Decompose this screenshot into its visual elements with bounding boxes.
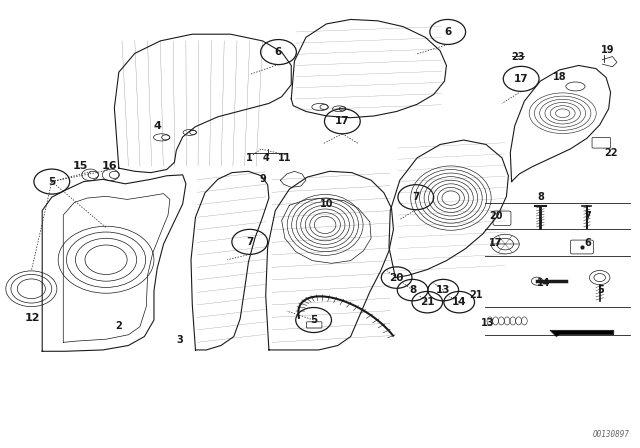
Text: 6: 6: [585, 238, 591, 248]
Text: 11: 11: [278, 153, 292, 163]
Text: 1: 1: [246, 153, 253, 163]
Text: O0130897: O0130897: [593, 430, 630, 439]
Text: 15: 15: [73, 161, 88, 171]
Text: 10: 10: [319, 199, 333, 209]
Text: 20: 20: [489, 211, 502, 221]
Text: 21: 21: [470, 290, 483, 301]
Text: 7: 7: [412, 192, 419, 202]
Text: 14: 14: [537, 278, 550, 288]
Text: 13: 13: [481, 318, 494, 328]
Text: 7: 7: [585, 211, 591, 221]
Text: 18: 18: [553, 72, 566, 82]
Text: 5: 5: [598, 285, 604, 295]
Text: 23: 23: [511, 52, 525, 61]
Text: 7: 7: [246, 237, 253, 247]
Text: 2: 2: [115, 321, 122, 331]
Text: 17: 17: [335, 116, 349, 126]
Text: 6: 6: [444, 27, 451, 37]
Text: 17: 17: [514, 74, 529, 84]
Text: 20: 20: [389, 272, 404, 283]
Text: 22: 22: [604, 147, 618, 158]
Text: 5: 5: [48, 177, 56, 186]
Text: 9: 9: [259, 174, 266, 184]
Text: 13: 13: [436, 285, 451, 295]
Text: 8: 8: [537, 192, 544, 202]
Polygon shape: [550, 330, 614, 336]
Text: 19: 19: [600, 45, 614, 55]
Text: 21: 21: [420, 297, 435, 307]
Text: 16: 16: [102, 161, 117, 171]
Text: 4: 4: [153, 121, 161, 131]
Text: 5: 5: [310, 315, 317, 325]
Text: 12: 12: [25, 313, 40, 323]
Text: 8: 8: [409, 285, 416, 295]
Text: 17: 17: [489, 238, 502, 248]
Text: 6: 6: [275, 47, 282, 57]
Text: 14: 14: [452, 297, 467, 307]
Text: 4: 4: [262, 153, 269, 163]
Text: 3: 3: [176, 335, 183, 345]
